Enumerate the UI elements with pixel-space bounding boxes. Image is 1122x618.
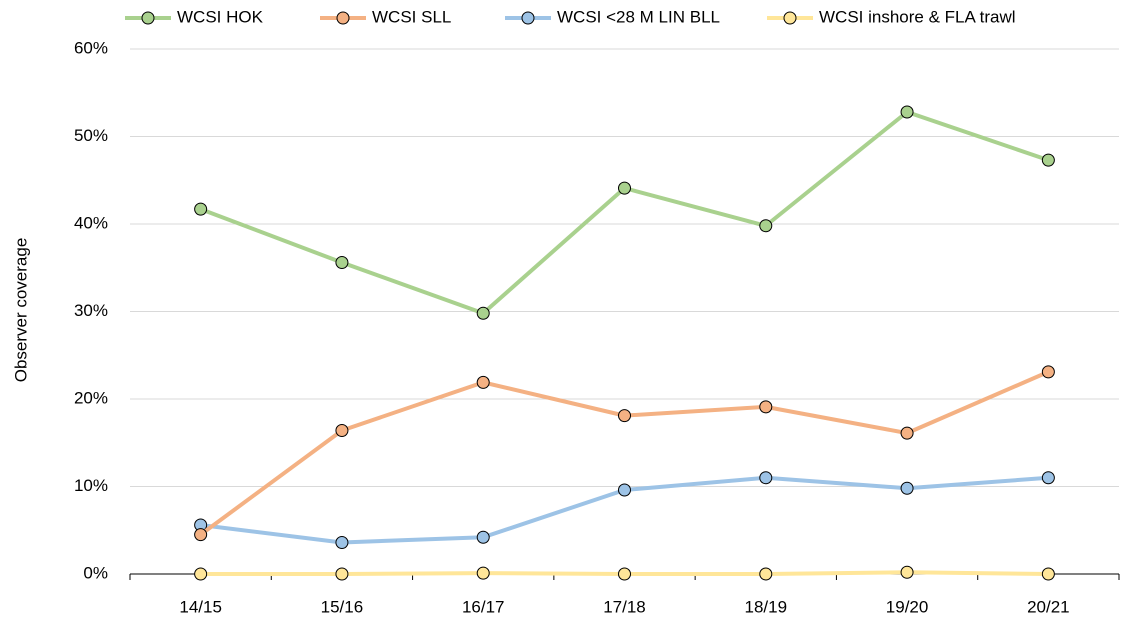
data-point <box>759 567 773 581</box>
data-point <box>618 483 631 497</box>
data-point <box>476 375 490 389</box>
y-axis-title: Observer coverage <box>11 238 30 383</box>
data-point <box>618 181 631 195</box>
data-point <box>335 536 349 549</box>
legend-marker <box>521 11 535 25</box>
data-point <box>900 426 914 440</box>
data-point <box>476 530 490 544</box>
data-point <box>1041 471 1055 485</box>
data-point <box>1041 365 1055 379</box>
y-tick-label: 0% <box>83 563 108 582</box>
series-line <box>199 110 1050 316</box>
y-tick-label: 20% <box>74 388 108 407</box>
data-point <box>900 481 914 495</box>
data-point <box>335 567 349 581</box>
y-tick-label: 10% <box>74 476 108 495</box>
x-tick-label: 15/16 <box>321 597 364 616</box>
data-point <box>759 400 773 414</box>
data-point <box>900 105 914 119</box>
data-point <box>759 471 773 485</box>
series-line <box>199 370 1050 537</box>
x-tick-label: 17/18 <box>603 597 646 616</box>
x-tick-label: 20/21 <box>1027 597 1070 616</box>
x-tick-label: 18/19 <box>745 597 788 616</box>
data-point <box>335 424 349 437</box>
legend-label: WCSI HOK <box>177 7 264 26</box>
x-tick-label: 14/15 <box>179 597 222 616</box>
data-point <box>476 566 490 580</box>
data-point <box>194 202 208 216</box>
legend-label: WCSI <28 M LIN BLL <box>557 7 720 26</box>
legend-marker <box>141 11 155 25</box>
legend-marker <box>336 11 350 25</box>
data-point <box>194 567 208 581</box>
y-tick-label: 40% <box>74 213 108 232</box>
x-tick-label: 19/20 <box>886 597 929 616</box>
legend-label: WCSI inshore & FLA trawl <box>819 7 1016 26</box>
data-point <box>194 528 208 542</box>
data-point <box>618 567 631 581</box>
legend-marker <box>783 11 797 25</box>
data-point <box>476 306 490 320</box>
data-point <box>1041 567 1055 581</box>
x-tick-label: 16/17 <box>462 597 505 616</box>
data-point <box>900 565 914 579</box>
y-tick-label: 30% <box>74 301 108 320</box>
data-point <box>618 409 631 423</box>
legend-label: WCSI SLL <box>372 7 451 26</box>
y-tick-label: 50% <box>74 126 108 145</box>
y-tick-label: 60% <box>74 38 108 57</box>
data-point <box>335 256 349 269</box>
data-point <box>1041 153 1055 167</box>
data-point <box>759 219 773 233</box>
